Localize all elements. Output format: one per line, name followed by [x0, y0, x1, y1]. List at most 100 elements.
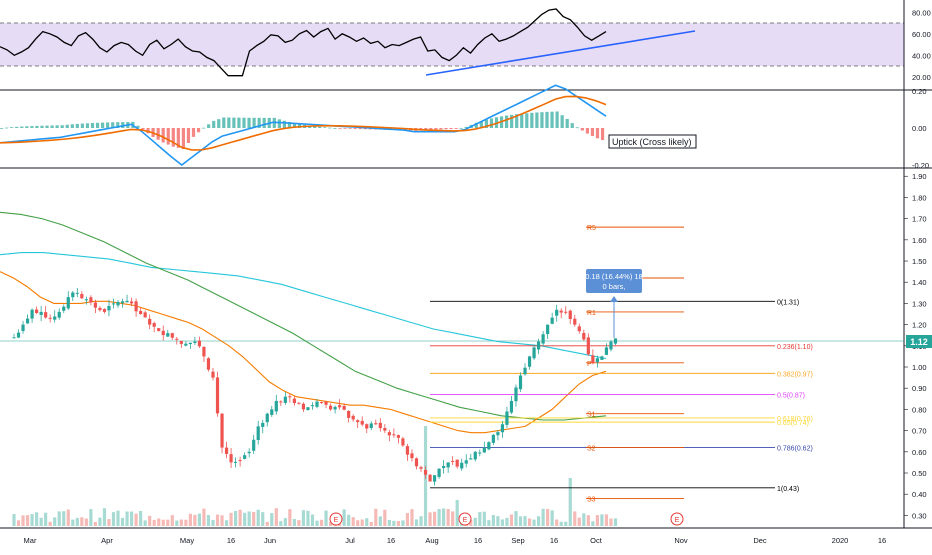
candle-body: [224, 447, 229, 454]
price-panel: 0(1.31) 0.236(1.10) 0.382(0.97) 0.5(0.87) 0.…: [0, 211, 904, 526]
candle-body: [66, 297, 70, 309]
ma-green-line: [0, 211, 607, 421]
candle-body: [559, 310, 563, 313]
candle-body: [44, 312, 48, 318]
candle-body: [12, 337, 16, 339]
macd-histogram-bar: [580, 128, 584, 131]
candle-body: [139, 310, 143, 315]
volume-bar: [288, 509, 292, 526]
time-axis-label: Oct: [590, 536, 603, 545]
volume-bar: [39, 517, 43, 526]
candle-body: [423, 469, 428, 475]
signal-line: [0, 95, 607, 151]
macd-histogram-bar: [540, 112, 544, 128]
fib-level-label: 0.236(1.10): [777, 344, 813, 351]
candle-body: [550, 317, 554, 324]
macd-histogram-bar: [196, 128, 201, 133]
macd-histogram-bar: [171, 128, 175, 147]
candle-body: [301, 403, 306, 410]
earnings-marker[interactable]: [458, 512, 472, 526]
candle-body: [53, 316, 57, 320]
macd-histogram-bar: [202, 127, 206, 129]
earnings-marker[interactable]: [329, 512, 343, 526]
volume-bar: [473, 517, 477, 526]
candle-body: [125, 300, 129, 303]
rsi-trendline[interactable]: [425, 30, 696, 76]
macd-histogram-bar: [550, 111, 554, 128]
macd-histogram-bar: [520, 113, 524, 128]
volume-bar: [419, 516, 423, 526]
macd-histogram-bar: [161, 128, 165, 143]
volume-bar: [383, 509, 387, 526]
macd-histogram-bar: [80, 123, 84, 128]
time-axis-label: Nov: [674, 536, 688, 545]
volume-bar: [500, 519, 505, 526]
macd-histogram-bar: [454, 128, 458, 129]
time-axis-label: Aug: [425, 536, 438, 545]
candle-body: [202, 346, 206, 357]
volume-bar: [102, 508, 107, 526]
macd-histogram-bar: [75, 123, 79, 128]
candle-body: [505, 411, 509, 425]
candle-body: [338, 405, 342, 408]
candle-body: [568, 310, 572, 320]
measure-label-box[interactable]: [586, 269, 642, 293]
rsi-tick-label: 80.00: [912, 8, 931, 17]
macd-histogram-bar: [525, 113, 529, 128]
macd-histogram-bar: [15, 126, 19, 128]
volume-bar: [374, 508, 378, 526]
macd-histogram-bar: [95, 122, 100, 128]
macd-histogram-bar: [45, 125, 49, 128]
price-axis[interactable]: 1.901.801.701.601.501.401.301.201.101.00…: [904, 8, 931, 520]
price-tick-label: 0.30: [912, 511, 927, 520]
candle-body: [288, 396, 292, 398]
volume-bar: [523, 516, 527, 526]
candle-body: [229, 454, 233, 463]
candle-body: [360, 420, 364, 425]
macd-tick-label: -0.20: [912, 161, 929, 170]
time-axis-label: Jul: [345, 536, 355, 545]
fib-level-label: 0.786(0.62): [777, 446, 813, 453]
macd-histogram-bar: [313, 126, 317, 128]
candle-body: [283, 396, 287, 403]
candle-body: [292, 398, 296, 404]
candle-body: [536, 341, 541, 350]
candle-body: [437, 468, 441, 477]
macd-histogram-bar: [242, 117, 246, 128]
pivot-level-label: P: [587, 361, 592, 368]
volume-bar: [125, 511, 129, 526]
candle-body: [175, 338, 179, 340]
macd-histogram-bar: [60, 125, 64, 128]
volume-bar: [505, 517, 509, 526]
candle-body: [93, 302, 98, 308]
macd-histogram-bar: [343, 128, 347, 129]
macd-histogram-bar: [181, 128, 185, 150]
volume-bar: [143, 520, 147, 526]
macd-histogram-bar: [166, 128, 170, 145]
volume-bar: [437, 508, 441, 526]
candle-body: [297, 402, 301, 404]
volume-bar: [564, 521, 568, 526]
volume-bar: [21, 515, 25, 526]
candle-body: [478, 452, 482, 454]
volume-bar: [12, 514, 16, 526]
volume-bar: [30, 514, 34, 526]
macd-histogram-bar: [262, 117, 266, 128]
volume-bar: [206, 514, 211, 526]
measure-arrow-head: [610, 296, 618, 302]
candle-body: [464, 460, 468, 464]
pivot-level-label: S3: [587, 496, 596, 503]
macd-histogram-bar: [439, 128, 443, 130]
volume-bar: [16, 520, 21, 526]
candle-body: [261, 422, 265, 427]
volume-bar: [306, 510, 310, 526]
candle-body: [84, 299, 88, 301]
candle-body: [613, 338, 618, 344]
macd-histogram-bar: [50, 125, 54, 128]
time-axis[interactable]: Mar Apr May 16 Jun Jul 16 Aug 16 Sep 16 Oct Nov Dec 20…: [24, 536, 887, 545]
volume-bar: [414, 519, 419, 526]
earnings-marker[interactable]: [670, 512, 684, 526]
macd-histogram-bar: [227, 117, 231, 128]
